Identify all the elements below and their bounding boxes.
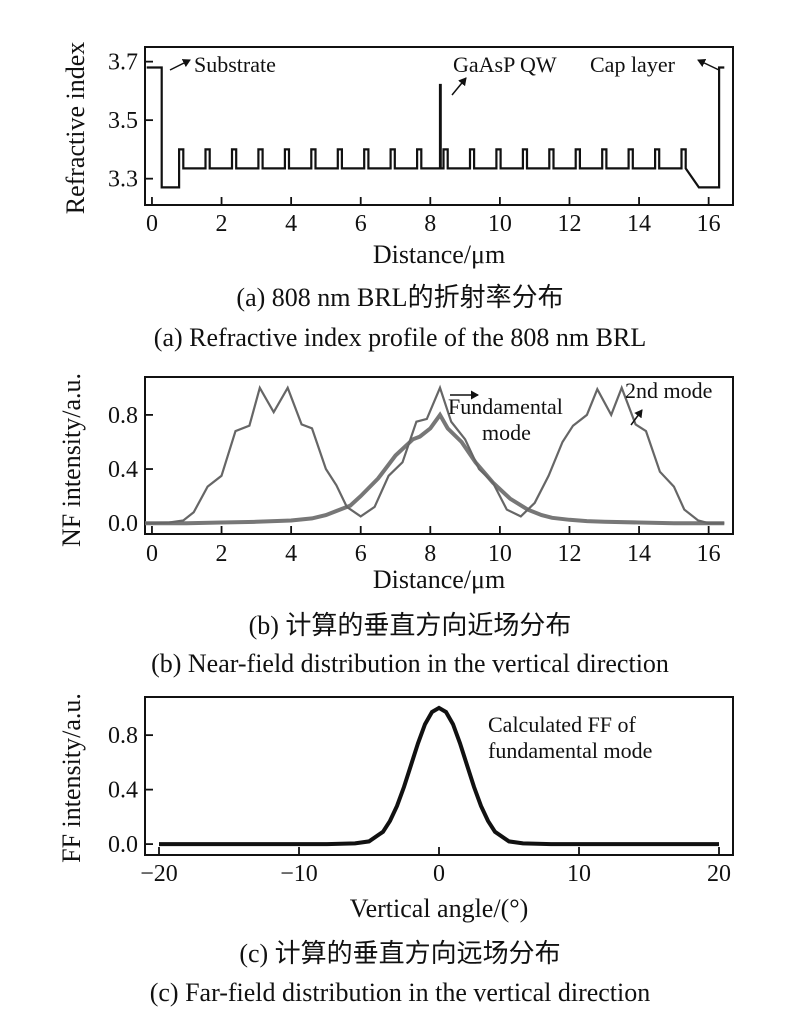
- y-axis-label-a: Refractive index: [61, 42, 90, 215]
- plot-frame-c: [144, 696, 734, 856]
- y-tick-labels-c: 0.0 0.4 0.8: [108, 723, 138, 858]
- annotation-substrate: Substrate: [194, 52, 276, 77]
- caption-cn-c: (c) 计算的垂直方向远场分布: [239, 939, 560, 968]
- ticks-c: [145, 734, 720, 855]
- annotation-fundamental-mode: fundamental mode: [488, 738, 652, 763]
- x-tick-label: 8: [424, 541, 436, 567]
- ticks-a: [145, 60, 710, 205]
- arrow-cap-layer: [697, 58, 720, 71]
- annotation-mode: mode: [482, 420, 531, 445]
- caption-en-c: (c) Far-field distribution in the vertic…: [150, 978, 651, 1007]
- series-2nd-mode: [145, 384, 725, 525]
- caption-en-a: (a) Refractive index profile of the 808 …: [154, 323, 646, 352]
- x-tick-label: −20: [140, 861, 178, 887]
- x-tick-label: 6: [355, 541, 367, 567]
- x-tick-label: 0: [146, 541, 158, 567]
- y-tick-label: 0.0: [108, 511, 138, 537]
- y-tick-label: 0.0: [108, 832, 138, 858]
- panel-c: −20 −10 0 10 20 0.0 0.4 0.8 Vertical ang…: [57, 693, 734, 1007]
- x-tick-label: 12: [557, 541, 581, 567]
- plot-frame-a: [144, 46, 734, 206]
- y-tick-labels-a: 3.3 3.5 3.7: [108, 50, 138, 193]
- y-tick-labels-b: 0.0 0.4 0.8: [108, 403, 138, 537]
- panel-a: 0 2 4 6 8 10 12 14 16 3.3 3.5 3.7 Distan…: [61, 42, 734, 352]
- x-axis-label-a: Distance/μm: [373, 240, 505, 269]
- x-tick-label: 8: [424, 211, 436, 237]
- refractive-index-profile: [146, 66, 725, 189]
- y-axis-label-c: FF intensity/a.u.: [57, 693, 86, 863]
- x-tick-label: 12: [557, 211, 581, 237]
- x-tick-label: 6: [355, 211, 367, 237]
- x-axis-label-b: Distance/μm: [373, 565, 505, 594]
- x-tick-label: 10: [488, 211, 512, 237]
- plot-frame-b: [144, 376, 734, 535]
- annotation-fundamental: Fundamental: [448, 394, 563, 419]
- x-tick-label: 2: [216, 541, 228, 567]
- x-tick-label: 14: [627, 541, 651, 567]
- panel-b: 0 2 4 6 8 10 12 14 16 0.0 0.4 0.8 Distan…: [57, 373, 734, 678]
- series-fundamental-mode: [145, 411, 725, 526]
- x-axis-label-c: Vertical angle/(°): [350, 894, 529, 923]
- y-tick-label: 3.5: [108, 108, 138, 134]
- caption-cn-a: (a) 808 nm BRL的折射率分布: [236, 283, 563, 312]
- x-tick-label: 4: [285, 211, 297, 237]
- x-tick-labels-b: 0 2 4 6 8 10 12 14 16: [146, 541, 721, 567]
- annotation-2nd-mode: 2nd mode: [625, 378, 712, 403]
- series-calculated-ff: [159, 705, 719, 847]
- x-tick-label: 10: [488, 541, 512, 567]
- caption-cn-b: (b) 计算的垂直方向近场分布: [249, 611, 572, 640]
- y-tick-label: 0.8: [108, 723, 138, 749]
- x-tick-labels-a: 0 2 4 6 8 10 12 14 16: [146, 211, 721, 237]
- y-tick-label: 0.8: [108, 403, 138, 429]
- x-tick-label: 4: [285, 541, 297, 567]
- x-tick-label: 20: [707, 861, 731, 887]
- annotation-calculated-ff: Calculated FF of: [488, 712, 637, 737]
- x-tick-label: 16: [697, 211, 721, 237]
- annotation-cap-layer: Cap layer: [590, 52, 676, 77]
- x-tick-label: 16: [697, 541, 721, 567]
- arrow-2nd-mode: [630, 409, 643, 426]
- x-tick-label: 2: [216, 211, 228, 237]
- x-tick-label: 14: [627, 211, 651, 237]
- x-tick-label: 0: [433, 861, 445, 887]
- y-tick-label: 0.4: [108, 457, 138, 483]
- x-tick-label: 10: [567, 861, 591, 887]
- arrow-substrate: [169, 59, 191, 71]
- annotation-gaasp-qw: GaAsP QW: [453, 52, 557, 77]
- caption-en-b: (b) Near-field distribution in the verti…: [151, 649, 669, 678]
- y-tick-label: 3.3: [108, 167, 138, 193]
- y-tick-label: 0.4: [108, 778, 138, 804]
- x-tick-label: 0: [146, 211, 158, 237]
- arrow-gaasp-qw: [451, 77, 467, 96]
- y-tick-label: 3.7: [108, 50, 138, 76]
- x-tick-label: −10: [280, 861, 318, 887]
- x-tick-labels-c: −20 −10 0 10 20: [140, 861, 731, 887]
- y-axis-label-b: NF intensity/a.u.: [57, 373, 86, 547]
